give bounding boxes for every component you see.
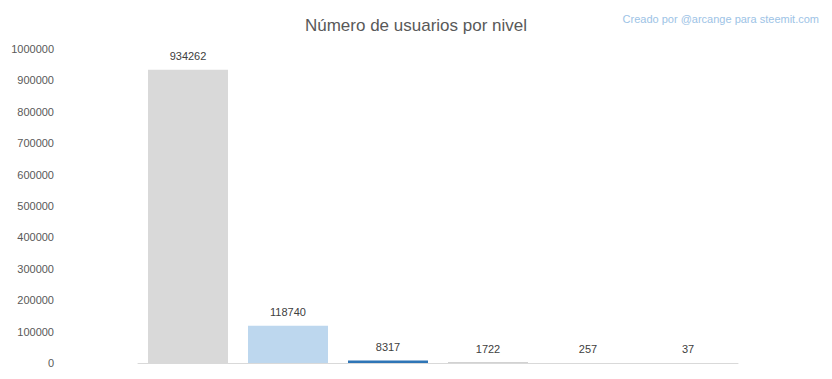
svg-text:200000: 200000 [17,294,54,306]
svg-text:37: 37 [682,343,694,355]
svg-text:1722: 1722 [476,343,500,355]
svg-text:700000: 700000 [17,137,54,149]
svg-text:100000: 100000 [17,326,54,338]
svg-text:Creado por @arcange para steem: Creado por @arcange para steemit.com [623,13,819,25]
svg-text:257: 257 [579,343,597,355]
svg-text:300000: 300000 [17,263,54,275]
svg-text:400000: 400000 [17,231,54,243]
svg-text:1000000: 1000000 [11,43,54,55]
svg-text:800000: 800000 [17,106,54,118]
svg-text:118740: 118740 [270,306,306,318]
svg-text:600000: 600000 [17,169,54,181]
svg-text:Número de usuarios por nivel: Número de usuarios por nivel [305,16,527,35]
svg-text:0: 0 [48,357,54,369]
svg-text:8317: 8317 [376,341,400,353]
svg-text:900000: 900000 [17,74,54,86]
svg-text:934262: 934262 [170,50,207,62]
svg-text:500000: 500000 [17,200,54,212]
